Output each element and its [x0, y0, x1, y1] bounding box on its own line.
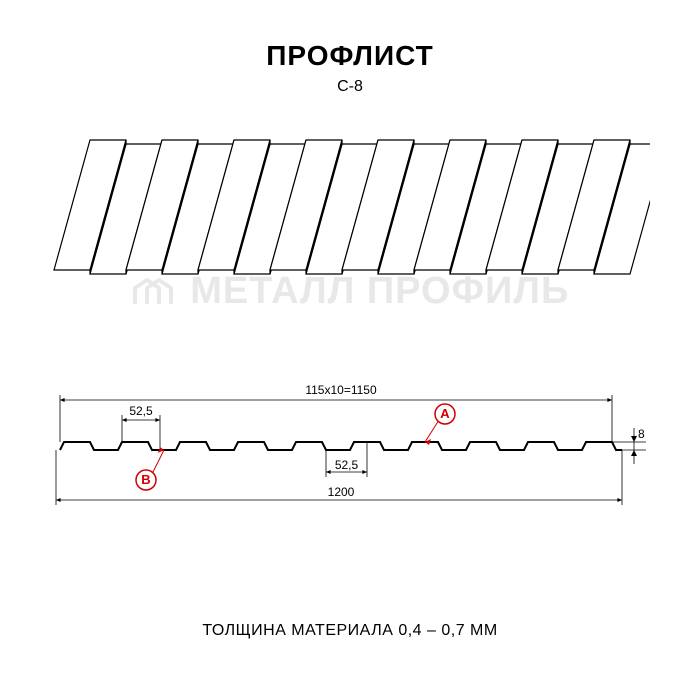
isometric-view — [50, 130, 650, 290]
marker-b-label: B — [141, 472, 150, 487]
dim-overall-top: 115x10=1150 — [305, 383, 377, 397]
material-thickness-note: ТОЛЩИНА МАТЕРИАЛА 0,4 – 0,7 ММ — [0, 622, 700, 640]
dim-seg-bottom: 52,5 — [335, 458, 359, 472]
marker-a-label: A — [440, 406, 450, 421]
cross-section-view: 115x10=1150 52,5 52,5 1200 8 A B — [30, 360, 670, 520]
subtitle: С-8 — [0, 78, 700, 96]
dim-height: 8 — [638, 427, 645, 441]
dim-overall-bottom: 1200 — [328, 485, 355, 499]
profile-path — [60, 442, 622, 450]
dim-seg-top: 52,5 — [129, 404, 153, 418]
page-title: ПРОФЛИСТ — [0, 0, 700, 72]
